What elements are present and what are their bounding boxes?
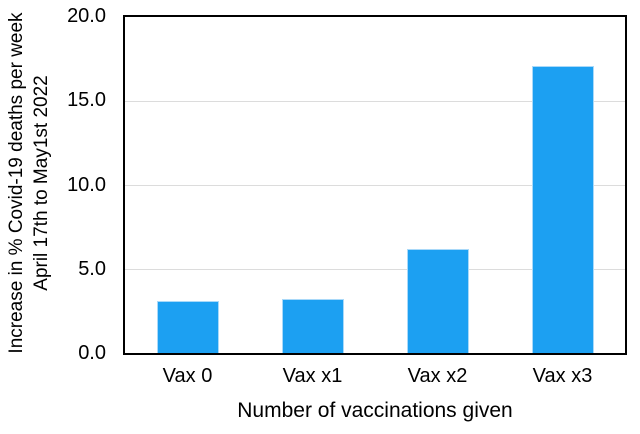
bar-vax-x1 xyxy=(281,299,344,353)
x-category-label-vax-x2: Vax x2 xyxy=(407,365,468,387)
x-axis-title: Number of vaccinations given xyxy=(237,399,513,422)
y-tick-label-0.0: 0.0 xyxy=(78,342,106,364)
gridline-y-10 xyxy=(125,185,625,186)
y-axis-title-line2: April 17th to May1st 2022 xyxy=(31,75,52,291)
y-tick-label-20.0: 20.0 xyxy=(67,5,106,27)
bar-vax-0 xyxy=(156,300,219,353)
gridline-y-15 xyxy=(125,101,625,102)
x-category-label-vax-x1: Vax x1 xyxy=(282,365,343,387)
gridline-y-5 xyxy=(125,269,625,270)
plot-area xyxy=(123,15,627,355)
y-axis-title-line1: Increase in % Covid-19 deaths per week xyxy=(6,12,27,354)
y-axis-title: Increase in % Covid-19 deaths per week A… xyxy=(4,0,54,393)
y-tick-label-15.0: 15.0 xyxy=(67,89,106,112)
y-tick-label-5.0: 5.0 xyxy=(78,257,106,280)
x-category-label-vax-0: Vax 0 xyxy=(162,365,213,387)
bar-vax-x2 xyxy=(406,248,469,353)
x-category-label-vax-x3: Vax x3 xyxy=(532,365,593,387)
y-tick-label-10.0: 10.0 xyxy=(67,173,106,196)
bar-vax-x3 xyxy=(531,65,594,353)
